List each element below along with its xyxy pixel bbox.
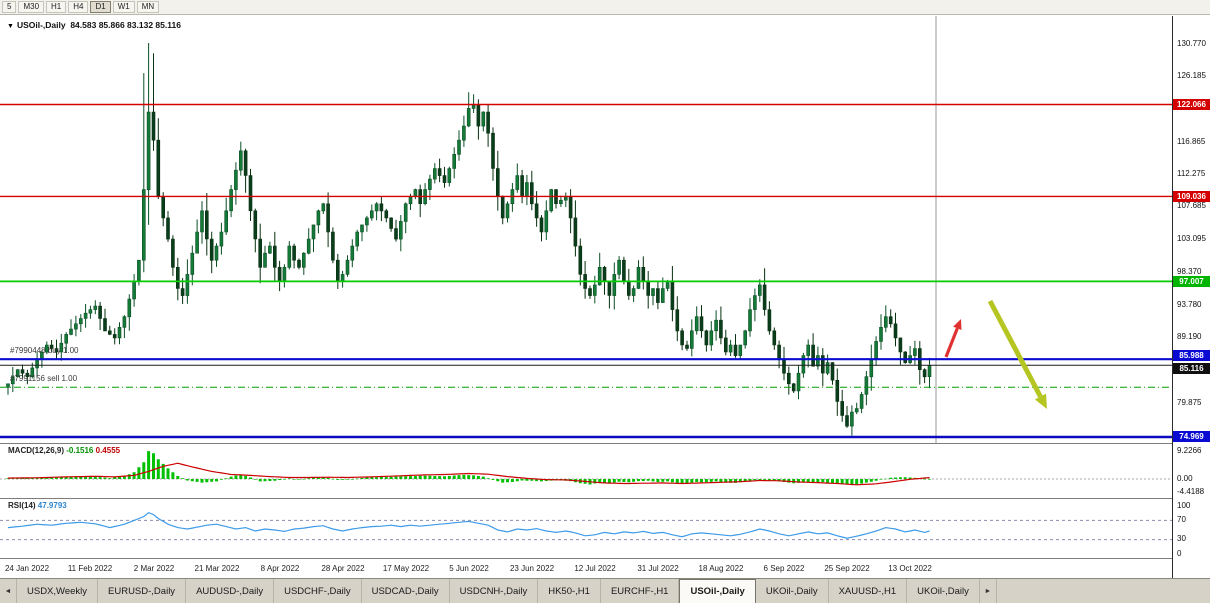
timeframe-button-w1[interactable]: W1 — [112, 1, 135, 13]
price-axis-label: 103.095 — [1177, 234, 1206, 243]
date-label: 5 Jun 2022 — [449, 564, 489, 573]
date-label: 8 Apr 2022 — [260, 564, 300, 573]
red-up-arrow-drawing-head — [953, 319, 962, 330]
chart-tab-usdcnh-daily[interactable]: USDCNH-,Daily — [450, 579, 539, 603]
price-axis-label: 93.780 — [1177, 300, 1202, 309]
date-label: 24 Jan 2022 — [4, 564, 50, 573]
chart-tab-usdchf-daily[interactable]: USDCHF-,Daily — [274, 579, 362, 603]
price-axis-label: 130.770 — [1177, 39, 1206, 48]
date-label: 23 Jun 2022 — [509, 564, 555, 573]
price-axis-label: 116.865 — [1177, 137, 1206, 146]
up-candle-bodies — [6, 104, 932, 427]
macd-name: MACD(12,26,9) — [8, 446, 65, 455]
order-label-0: #7990448 buy 1.00 — [10, 346, 79, 355]
chart-ohlc-values: 84.583 85.866 83.132 85.116 — [70, 20, 181, 30]
price-badge-85.116: 85.116 — [1173, 363, 1210, 374]
date-label: 17 May 2022 — [382, 564, 430, 573]
date-label: 18 Aug 2022 — [698, 564, 744, 573]
date-label: 28 Apr 2022 — [321, 564, 365, 573]
date-axis[interactable]: 24 Jan 2022 11 Feb 2022 2 Mar 2022 21 Mar 2… — [0, 558, 1172, 578]
yellow-down-arrow-drawing-head — [1034, 393, 1047, 409]
chart-tab-eurchf-h1[interactable]: EURCHF-,H1 — [601, 579, 680, 603]
rsi-value: 47.9793 — [37, 501, 67, 510]
date-label: 31 Jul 2022 — [637, 564, 679, 573]
chart-tab-xauusd-h1[interactable]: XAUUSD-,H1 — [829, 579, 908, 603]
chart-title: ▼ USOil-,Daily 84.583 85.866 83.132 85.11… — [7, 20, 181, 30]
macd-main-value: -0.1516 — [66, 446, 94, 455]
rsi-indicator-label: RSI(14) 47.9793 — [8, 501, 67, 510]
price-axis-label: 89.190 — [1177, 332, 1202, 341]
timeframe-toolbar: 5 M30 H1 H4 D1 W1 MN — [0, 0, 1210, 15]
rsi-axis-label: 70 — [1177, 515, 1186, 524]
macd-axis-label: 9.2266 — [1177, 446, 1202, 455]
timeframe-button-h4[interactable]: H4 — [68, 1, 89, 13]
macd-axis-label: -4.4188 — [1177, 487, 1205, 496]
timeframe-button-5[interactable]: 5 — [2, 1, 17, 13]
price-axis-label: 98.370 — [1177, 267, 1202, 276]
timeframe-button-mn[interactable]: MN — [136, 1, 160, 13]
chart-symbol-label: USOil-,Daily — [16, 20, 66, 30]
timeframe-button-h1[interactable]: H1 — [46, 1, 67, 13]
price-badge-85.988: 85.988 — [1173, 350, 1210, 361]
chart-tab-usdcad-daily[interactable]: USDCAD-,Daily — [362, 579, 450, 603]
macd-signal-line — [7, 462, 930, 486]
price-axis-label: 126.185 — [1177, 71, 1206, 80]
price-badge-74.969: 74.969 — [1173, 431, 1210, 442]
price-axis-label: 112.275 — [1177, 169, 1206, 178]
down-candle-bodies — [20, 104, 927, 427]
up-candle-wicks — [7, 43, 930, 436]
yellow-down-arrow-drawing-shaft — [987, 299, 1043, 398]
date-label: 6 Sep 2022 — [763, 564, 805, 573]
rsi-name: RSI(14) — [8, 501, 36, 510]
rsi-line — [7, 512, 930, 539]
chart-tab-usdx-weekly[interactable]: USDX,Weekly — [17, 579, 99, 603]
price-badge-122.066: 122.066 — [1173, 99, 1210, 110]
timeframe-button-m30[interactable]: M30 — [18, 1, 45, 13]
macd-axis-label: 0.00 — [1177, 474, 1193, 483]
price-axis[interactable]: 130.770 126.185 116.865 112.275 107.685 103.0… — [1172, 16, 1210, 578]
yellow-down-arrow-drawing[interactable] — [987, 299, 1047, 409]
tabs-scroll-left-icon[interactable]: ◄ — [0, 579, 17, 603]
chart-tab-hk50-h1[interactable]: HK50-,H1 — [538, 579, 601, 603]
red-up-arrow-drawing[interactable] — [944, 319, 962, 358]
price-badge-109.036: 109.036 — [1173, 191, 1210, 202]
date-label: 12 Jul 2022 — [574, 564, 616, 573]
chevron-down-icon[interactable]: ▼ — [7, 23, 14, 30]
chart-tab-ukoil-daily[interactable]: UKOil-,Daily — [756, 579, 829, 603]
tabs-scroll-right-icon[interactable]: ► — [980, 579, 997, 603]
date-label: 25 Sep 2022 — [824, 564, 870, 573]
date-label: 13 Oct 2022 — [888, 564, 932, 573]
macd-indicator-label: MACD(12,26,9) -0.1516 0.4555 — [8, 446, 120, 455]
date-label: 11 Feb 2022 — [67, 564, 113, 573]
date-label: 2 Mar 2022 — [133, 564, 175, 573]
chart-tabs-bar: ◄ USDX,Weekly EURUSD-,Daily AUDUSD-,Daily US… — [0, 578, 1210, 603]
macd-histogram — [6, 451, 931, 485]
rsi-panel-canvas[interactable] — [0, 498, 1172, 558]
macd-panel-canvas[interactable] — [0, 443, 1172, 498]
macd-signal-value: 0.4555 — [95, 446, 121, 455]
price-axis-label: 107.685 — [1177, 201, 1206, 210]
main-chart-canvas[interactable] — [0, 16, 1172, 443]
chart-tab-audusd-daily[interactable]: AUDUSD-,Daily — [186, 579, 275, 603]
chart-tab-eurusd-daily[interactable]: EURUSD-,Daily — [98, 579, 187, 603]
timeframe-button-d1[interactable]: D1 — [90, 1, 111, 13]
chart-tab-usoil-daily[interactable]: USOil-,Daily — [679, 579, 756, 603]
date-label: 21 Mar 2022 — [194, 564, 240, 573]
rsi-axis-label: 0 — [1177, 549, 1182, 558]
red-up-arrow-drawing-shaft — [944, 327, 959, 358]
price-axis-label: 79.875 — [1177, 398, 1202, 407]
price-badge-97.007: 97.007 — [1173, 276, 1210, 287]
rsi-axis-label: 100 — [1177, 501, 1191, 510]
order-label-1: #7991156 sell 1.00 — [10, 374, 78, 383]
chart-tab-ukoil-daily[interactable]: UKOil-,Daily — [907, 579, 980, 603]
rsi-axis-label: 30 — [1177, 534, 1186, 543]
